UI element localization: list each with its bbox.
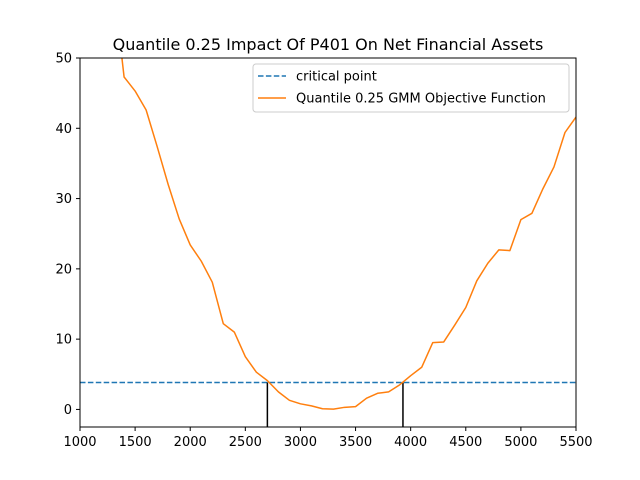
chart-title: Quantile 0.25 Impact Of P401 On Net Fina…	[113, 35, 544, 54]
y-tick-label: 50	[55, 52, 72, 67]
y-tick-label: 10	[55, 333, 72, 348]
x-tick-label: 2500	[229, 435, 262, 450]
x-tick-label: 5500	[559, 435, 592, 450]
x-tick-label: 5000	[504, 435, 537, 450]
x-tick-label: 2000	[174, 435, 207, 450]
legend-gmm-objective-label: Quantile 0.25 GMM Objective Function	[296, 92, 546, 107]
x-tick-label: 4000	[394, 435, 427, 450]
legend-box	[252, 63, 570, 113]
plot-clip-group	[80, 58, 576, 427]
legend-critical-point-label: critical point	[296, 70, 377, 85]
axes-frame: 1000 1500 2000 2500 3000 3500 4000 4500 5000 5500…	[55, 52, 592, 451]
axes-border	[79, 57, 577, 428]
legend: critical point Quantile 0.25 GMM Objectiv…	[252, 63, 570, 113]
y-tick-label: 40	[55, 122, 72, 137]
x-tick-label: 3000	[284, 435, 317, 450]
x-tick-label: 4500	[449, 435, 482, 450]
x-tick-label: 3500	[339, 435, 372, 450]
y-tick-label: 0	[64, 403, 72, 418]
y-tick-label: 30	[55, 192, 72, 207]
y-tick-label: 20	[55, 262, 72, 277]
x-tick-label: 1500	[119, 435, 152, 450]
x-tick-label: 1000	[63, 435, 96, 450]
series-line-1	[121, 58, 576, 410]
plot-area	[80, 58, 576, 427]
